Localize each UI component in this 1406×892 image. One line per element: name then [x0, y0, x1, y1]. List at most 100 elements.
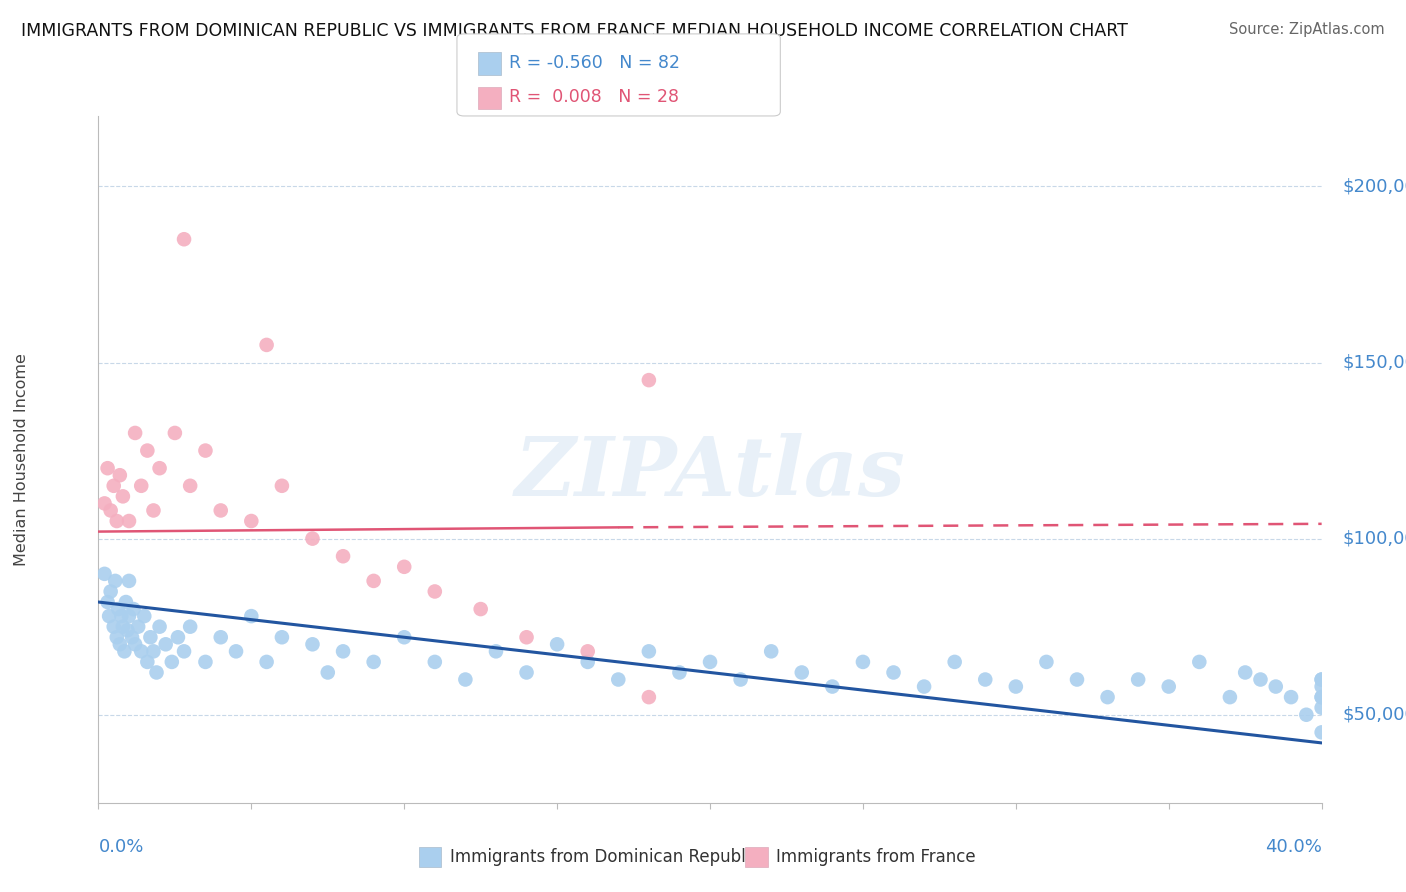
Point [163, 425, 186, 440]
Point [136, 443, 159, 458]
Point [103, 620, 125, 634]
Text: ZIPAtlas: ZIPAtlas [515, 434, 905, 513]
Text: $200,000: $200,000 [1343, 178, 1406, 195]
Point [363, 574, 385, 588]
Text: IMMIGRANTS FROM DOMINICAN REPUBLIC VS IMMIGRANTS FROM FRANCE MEDIAN HOUSEHOLD IN: IMMIGRANTS FROM DOMINICAN REPUBLIC VS IM… [21, 22, 1128, 40]
Point [256, 655, 278, 669]
Point [607, 673, 630, 687]
Point [1097, 690, 1119, 705]
Point [821, 680, 844, 694]
Point [105, 630, 128, 644]
Point [98, 609, 121, 624]
Point [883, 665, 905, 680]
Point [668, 665, 690, 680]
Text: R =  0.008   N = 28: R = 0.008 N = 28 [509, 88, 679, 106]
Point [1295, 707, 1317, 722]
Point [852, 655, 875, 669]
Point [108, 637, 131, 651]
Point [105, 514, 128, 528]
Point [637, 373, 661, 387]
Point [93, 496, 115, 510]
Point [516, 630, 538, 644]
Point [974, 673, 997, 687]
Point [1035, 655, 1057, 669]
Point [516, 665, 538, 680]
Point [470, 602, 492, 616]
Text: Median Household Income: Median Household Income [14, 353, 28, 566]
Point [149, 620, 172, 634]
Point [1279, 690, 1302, 705]
Point [173, 232, 195, 246]
Point [160, 655, 183, 669]
Point [111, 489, 134, 503]
Point [103, 479, 125, 493]
Point [209, 630, 232, 644]
Point [100, 584, 122, 599]
Point [423, 584, 446, 599]
Point [118, 609, 141, 624]
Point [301, 532, 323, 546]
Point [173, 644, 195, 658]
Point [485, 644, 508, 658]
Point [115, 595, 138, 609]
Point [122, 602, 145, 616]
Point [179, 620, 201, 634]
Point [93, 566, 115, 581]
Point [108, 468, 131, 483]
Point [194, 443, 217, 458]
Point [124, 425, 146, 440]
Point [142, 503, 165, 517]
Point [363, 655, 385, 669]
Point [194, 655, 217, 669]
Point [316, 665, 339, 680]
Point [134, 609, 156, 624]
Point [912, 680, 935, 694]
Point [209, 503, 232, 517]
Point [301, 637, 323, 651]
Point [110, 609, 132, 624]
Point [155, 637, 177, 651]
Point [225, 644, 247, 658]
Point [149, 461, 172, 475]
Text: $100,000: $100,000 [1343, 530, 1406, 548]
Point [127, 620, 149, 634]
Point [1004, 680, 1026, 694]
Point [100, 503, 122, 517]
Point [118, 514, 141, 528]
Point [423, 655, 446, 669]
Point [1310, 680, 1333, 694]
Point [1310, 673, 1333, 687]
Point [637, 690, 661, 705]
Point [332, 549, 354, 564]
Text: Immigrants from France: Immigrants from France [776, 848, 976, 866]
Point [943, 655, 966, 669]
Point [1219, 690, 1241, 705]
Point [124, 637, 146, 651]
Point [179, 479, 201, 493]
Point [1310, 673, 1333, 687]
Point [270, 630, 294, 644]
Point [117, 624, 139, 638]
Text: R = -0.560   N = 82: R = -0.560 N = 82 [509, 54, 681, 72]
Point [97, 461, 120, 475]
Point [1310, 690, 1333, 705]
Point [637, 644, 661, 658]
Point [576, 644, 599, 658]
Point [112, 644, 135, 658]
Point [1310, 690, 1333, 705]
Point [576, 655, 599, 669]
Text: 0.0%: 0.0% [98, 838, 143, 856]
Point [104, 574, 127, 588]
Point [1188, 655, 1211, 669]
Point [270, 479, 294, 493]
Point [111, 620, 134, 634]
Point [1250, 673, 1272, 687]
Point [761, 644, 783, 658]
Text: 40.0%: 40.0% [1265, 838, 1322, 856]
Point [392, 559, 416, 574]
Text: $50,000: $50,000 [1343, 706, 1406, 723]
Point [1310, 725, 1333, 739]
Point [129, 644, 152, 658]
Point [167, 630, 190, 644]
Point [546, 637, 568, 651]
